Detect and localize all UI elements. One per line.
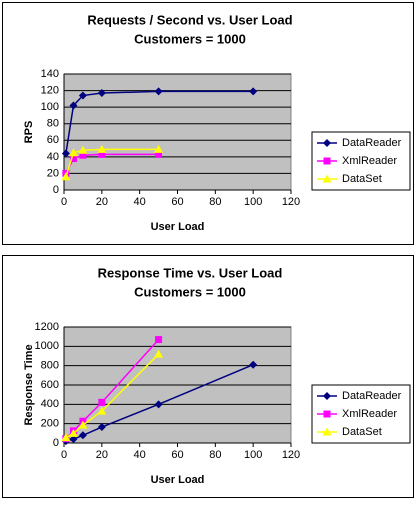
marker [323,139,331,147]
x-tick-label: 0 [61,449,67,461]
x-tick-label: 100 [244,449,262,461]
y-tick-label: 0 [53,437,59,449]
legend-label: DataSet [342,173,382,185]
legend-label: DataSet [342,426,382,438]
marker [154,144,164,153]
x-axis-label: User Load [151,221,205,233]
y-tick-label: 0 [53,184,59,196]
series-line [65,90,254,154]
marker [68,148,78,157]
x-tick-label: 80 [209,449,221,461]
marker [61,172,71,181]
marker [78,145,88,154]
marker [97,89,106,98]
x-tick-label: 20 [96,449,108,461]
x-tick-label: 120 [282,196,300,208]
y-tick-label: 140 [41,68,59,80]
marker [323,392,331,400]
legend-label: DataReader [342,390,402,402]
marker [98,398,106,406]
chart-title: Requests / Second vs. User Load [87,12,292,27]
legend-label: XmlReader [342,408,397,420]
y-tick-label: 400 [41,398,59,410]
marker [249,87,258,96]
x-tick-label: 60 [171,196,183,208]
y-tick-label: 20 [47,167,59,179]
y-tick-label: 800 [41,360,59,372]
marker [68,428,78,437]
y-axis-label: RPS [23,121,35,144]
marker [154,400,163,409]
marker [69,435,78,444]
marker [61,433,71,442]
x-tick-label: 60 [171,449,183,461]
y-axis-label: Response Time [23,344,35,425]
marker [61,149,70,158]
x-tick-label: 100 [244,196,262,208]
marker [78,91,87,100]
chart-subtitle: Customers = 1000 [134,284,246,299]
marker [154,87,163,96]
marker [323,410,331,418]
y-tick-label: 40 [47,151,59,163]
marker [69,101,78,110]
chart-title: Response Time vs. User Load [98,265,283,280]
y-tick-label: 100 [41,101,59,113]
y-tick-label: 1000 [35,340,59,352]
y-tick-label: 80 [47,118,59,130]
marker [154,349,164,358]
marker [98,150,106,158]
marker [322,174,332,183]
y-tick-label: 200 [41,418,59,430]
legend-label: DataReader [342,137,402,149]
marker [155,150,163,158]
marker [323,157,331,165]
x-tick-label: 80 [209,196,221,208]
marker [97,406,107,415]
x-axis-label: User Load [151,474,205,486]
y-tick-label: 1200 [35,321,59,333]
x-tick-label: 40 [134,449,146,461]
marker [97,423,106,432]
y-tick-label: 60 [47,134,59,146]
x-tick-label: 20 [96,196,108,208]
marker [322,427,332,436]
marker [69,155,77,163]
legend-label: XmlReader [342,155,397,167]
marker [79,151,87,159]
marker [78,420,88,429]
x-tick-label: 40 [134,196,146,208]
chart-subtitle: Customers = 1000 [134,31,246,46]
x-tick-label: 0 [61,196,67,208]
y-tick-label: 600 [41,379,59,391]
y-tick-label: 120 [41,84,59,96]
marker [78,431,87,440]
marker [155,336,163,344]
marker [97,144,107,153]
marker [249,360,258,369]
x-tick-label: 120 [282,449,300,461]
